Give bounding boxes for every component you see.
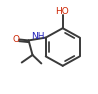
Text: O: O [12,34,19,44]
Text: NH: NH [31,31,45,41]
Text: HO: HO [55,7,69,16]
